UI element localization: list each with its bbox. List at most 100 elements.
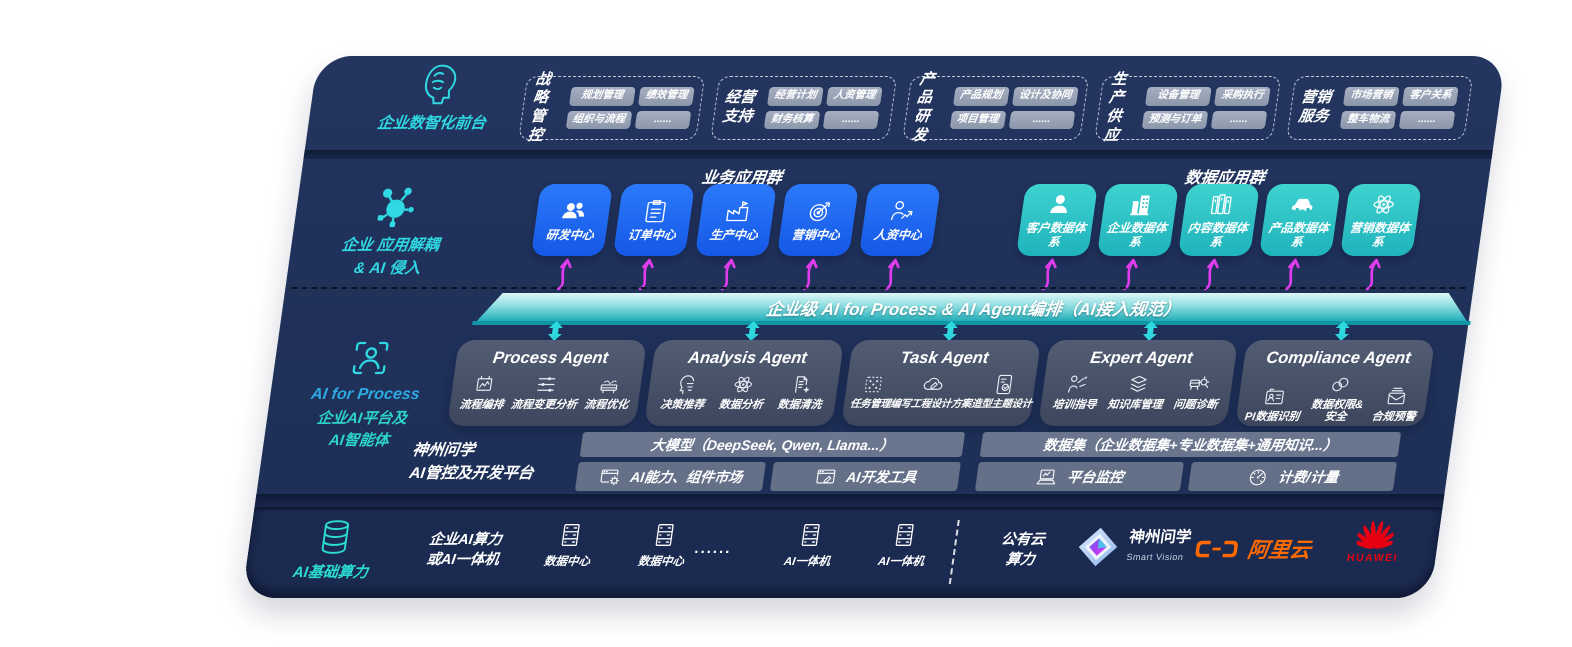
app-layer-label-1: 企业 应用解耦 [340, 237, 441, 254]
link-arrow-icon [1141, 321, 1160, 341]
public-cloud-label: 公有云 算力 [1000, 532, 1046, 569]
tag-pill: 组织与流程 [565, 110, 633, 130]
ai-platform-label-1: 企业AI平台及 [315, 410, 409, 427]
mail-alert-icon [1383, 385, 1409, 408]
app-tile-rd-center: 研发中心 [530, 184, 614, 256]
banner-edge [472, 321, 1471, 325]
books-icon [1206, 191, 1237, 218]
flow-arrow-icon [881, 257, 904, 291]
infra-label: AI基础算力 [291, 564, 370, 581]
agent-item: PI数据识别 [1244, 385, 1304, 423]
dataset-bar: 数据集（企业数据集+专业数据集+通用知识...） [979, 432, 1402, 457]
agent-title: Task Agent [899, 349, 990, 367]
tile-label: 客户数据体系 [1024, 220, 1087, 249]
front-office-groups: 战略管控 规划管理 绩效管理 组织与流程 ...... 经营支持 经营计划 人资… [518, 71, 1474, 144]
infrastructure-band: AI基础算力 企业AI算力 或AI一体机 数据中心 数据中心 ...... AI… [241, 507, 1443, 598]
laptop-icon [1034, 466, 1059, 488]
training-icon [1064, 373, 1090, 396]
tag-pill: 客户关系 [1402, 86, 1459, 106]
public-cloud-divider [948, 520, 960, 584]
dataset-platform-group: 数据集（企业数据集+专业数据集+通用知识...） 平台监控 计费/计量 [974, 432, 1402, 491]
head-brain-icon [412, 62, 462, 106]
app-layer-label-2: & AI 侵入 [352, 260, 422, 278]
agent-title: Expert Agent [1089, 349, 1194, 367]
link-arrow-icon [546, 321, 565, 341]
node-ai-appliance: AI一体机 [868, 522, 939, 569]
vendor-huawei: HUAWEI [1337, 518, 1413, 564]
tag-pill: 项目管理 [949, 110, 1006, 130]
diagnose-icon [1185, 373, 1211, 396]
data-tile-enterprise: 企业数据体系 [1096, 184, 1180, 256]
tag-pill: ...... [1398, 110, 1456, 130]
cell-label: 计费/计量 [1277, 468, 1340, 485]
flow-arrow-icon [717, 257, 740, 291]
tile-label: 人资中心 [872, 227, 923, 242]
sliders-icon [534, 373, 560, 396]
app-tile-hr-center: 人资中心 [858, 184, 942, 256]
function-group-product: 产品研发 产品规划 设计及协同 项目管理 ...... [902, 71, 1090, 144]
tag-pill: ...... [634, 110, 692, 130]
smartvision-logo [1074, 526, 1122, 568]
agent-title: Process Agent [491, 349, 610, 367]
tag-pill: 设计及协同 [1011, 86, 1079, 106]
vendor-name: HUAWEI [1346, 552, 1399, 564]
agent-title: Analysis Agent [686, 349, 809, 367]
flow-arrow-icon [1038, 257, 1061, 291]
platform-provider-name: 神州问学 [411, 442, 476, 459]
gauge-icon [1245, 466, 1270, 488]
function-group-operations: 经营支持 经营计划 人资管理 财务核算 ...... [710, 76, 898, 140]
tag-pill: 人资管理 [826, 86, 883, 106]
tile-label: 产品数据体系 [1267, 220, 1330, 249]
data-tile-content: 内容数据体系 [1177, 184, 1261, 256]
target-icon [804, 198, 835, 225]
agent-item: 问题诊断 [1173, 373, 1222, 411]
conveyor-icon [596, 373, 622, 396]
scan-person-icon [348, 338, 394, 378]
flow-arrow-icon [1281, 257, 1304, 291]
atom-icon [731, 373, 757, 396]
agent-item: 合规预警 [1371, 385, 1420, 423]
flow-arrow-icon [1362, 257, 1385, 291]
vendor-aliyun: 阿里云 [1193, 534, 1313, 564]
app-tile-order-center: 订单中心 [612, 184, 696, 256]
doc-clean-icon [789, 373, 815, 396]
ai-for-process-label: AI for Process [309, 386, 421, 403]
link-arrow-icon [941, 321, 960, 341]
agent-item: 数据清洗 [777, 373, 826, 411]
agent-card-analysis: Analysis Agent 决策推荐 数据分析 数据清洗 [643, 340, 845, 426]
tile-label: 内容数据体系 [1186, 220, 1249, 249]
aliyun-logo [1193, 538, 1240, 560]
agent-card-expert: Expert Agent 培训指导 知识库管理 问题诊断 [1037, 340, 1239, 426]
app-layer-label-block: 企业 应用解耦 & AI 侵入 [310, 184, 474, 281]
window-gear-icon [597, 466, 622, 488]
vendor-smartvision: 神州问学 Smart Vision [1074, 526, 1193, 568]
flow-arrow-icon [635, 257, 658, 291]
hr-icon [886, 198, 917, 225]
tag-pill: 预测与订单 [1141, 110, 1209, 130]
data-tile-marketing: 营销数据体系 [1339, 184, 1423, 256]
node-ai-appliance: AI一体机 [774, 522, 845, 569]
group-title: 经营支持 [721, 89, 757, 125]
tile-label: 营销数据体系 [1348, 220, 1411, 249]
group-title: 生产供应 [1102, 70, 1128, 144]
enterprise-compute-label: 企业AI算力 或AI一体机 [425, 532, 503, 569]
tag-pill: 绩效管理 [638, 86, 695, 106]
factory-icon [722, 198, 753, 225]
team-icon [558, 198, 589, 225]
architecture-panel: 企业数智化前台 战略管控 规划管理 绩效管理 组织与流程 ...... 经营支持… [241, 56, 1506, 598]
model-platform-group: 大模型（DeepSeek, Qwen, Llama...） AI能力、组件市场 … [574, 432, 966, 491]
flow-arrow-icon [553, 257, 576, 291]
agent-card-task: Task Agent 任务管理 编写工程设计方案 造型主题设计 [840, 340, 1042, 426]
platform-provider-desc: AI管控及开发平台 [408, 465, 535, 483]
agent-card-compliance: Compliance Agent PI数据识别 数据权限& 安全 合规预警 [1234, 340, 1436, 426]
tag-pill: 设备管理 [1144, 86, 1212, 106]
agent-item: 任务管理 [849, 373, 895, 410]
agent-item: 培训指导 [1052, 373, 1101, 411]
tag-pill: 规划管理 [568, 86, 636, 106]
app-tile-marketing-center: 营销中心 [776, 184, 860, 256]
flow-arrow-icon [799, 257, 822, 291]
slab-edge [254, 494, 1445, 507]
atom-icon [1368, 191, 1399, 218]
building-icon [1125, 191, 1156, 218]
agent-title: Compliance Agent [1265, 349, 1412, 367]
